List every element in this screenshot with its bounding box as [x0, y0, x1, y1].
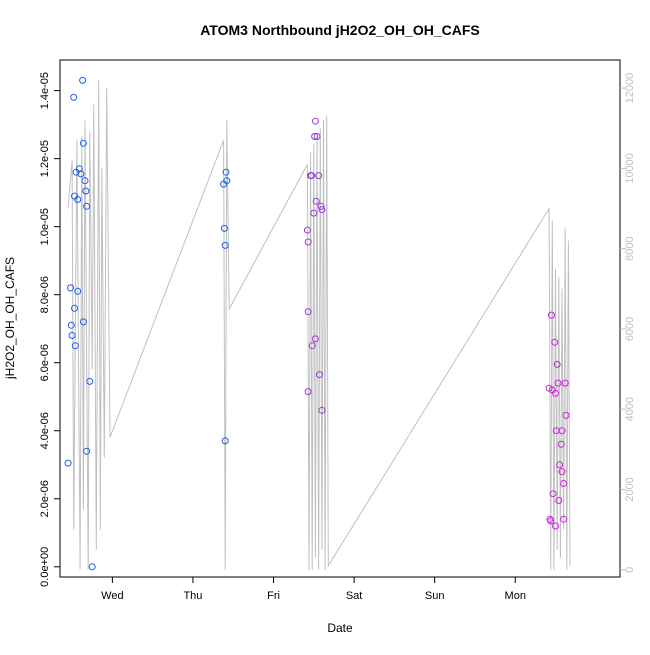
- data-point: [74, 287, 82, 295]
- data-point: [315, 172, 323, 180]
- data-point: [79, 139, 87, 147]
- data-point: [221, 437, 229, 445]
- x-tick-label: Sat: [346, 590, 363, 602]
- data-point: [549, 490, 557, 498]
- data-point: [223, 177, 231, 185]
- data-point: [312, 197, 320, 205]
- y-left-tick-label: 1.4e-05: [39, 72, 51, 109]
- altitude-trace-line: [67, 80, 571, 570]
- y-left-tick-label: 4.0e-06: [39, 412, 51, 449]
- y-left-tick-label: 8.0e-06: [39, 276, 51, 313]
- data-point: [220, 224, 228, 232]
- data-point: [547, 517, 555, 525]
- data-point: [558, 427, 566, 435]
- data-point: [304, 308, 312, 316]
- x-tick-label: Fri: [267, 590, 280, 602]
- data-point: [551, 338, 559, 346]
- data-point: [83, 202, 91, 210]
- data-point: [82, 187, 90, 195]
- data-point: [71, 304, 78, 312]
- data-point: [318, 406, 326, 414]
- data-point: [558, 468, 566, 476]
- data-point: [303, 226, 311, 234]
- data-point: [552, 522, 559, 530]
- data-point: [79, 318, 87, 326]
- data-point: [311, 117, 319, 125]
- x-axis-label: Date: [327, 621, 353, 635]
- data-point: [317, 202, 325, 210]
- data-point: [552, 389, 559, 397]
- y-right-tick-label: 6000: [624, 317, 636, 341]
- data-point: [88, 563, 96, 571]
- x-tick-label: Wed: [101, 590, 123, 602]
- data-point: [318, 206, 326, 214]
- data-point: [71, 342, 79, 350]
- data-point: [68, 332, 76, 339]
- x-tick-label: Mon: [505, 590, 526, 602]
- data-point: [548, 311, 555, 319]
- data-point: [310, 209, 318, 217]
- x-tick-label: Sun: [425, 590, 445, 602]
- data-point: [313, 133, 321, 140]
- y-axis-label: jH2O2_OH_OH_CAFS: [3, 257, 17, 380]
- data-point: [556, 461, 564, 469]
- data-point: [67, 321, 75, 329]
- y-right-tick-label: 12000: [624, 73, 636, 104]
- data-point: [560, 480, 568, 487]
- x-tick-label: Thu: [183, 590, 202, 602]
- y-left-tick-label: 1.0e-05: [39, 208, 51, 245]
- data-point: [77, 170, 85, 178]
- y-right-tick-label: 8000: [624, 236, 636, 260]
- data-point: [555, 497, 563, 504]
- data-point: [311, 133, 319, 140]
- plot-area: 0.0e+00 2.0e-06 4.0e-06 6.0e-06 8.0e-06 1.0e-…: [39, 59, 636, 602]
- y-right-tick-label: 4000: [624, 397, 636, 421]
- data-point: [557, 440, 565, 448]
- data-point: [64, 459, 72, 467]
- chart-title: ATOM3 Northbound jH2O2_OH_OH_CAFS: [200, 22, 480, 38]
- data-point: [562, 411, 570, 419]
- data-point: [308, 342, 316, 350]
- plot-frame: [59, 59, 621, 578]
- data-point: [67, 284, 74, 292]
- data-point: [81, 177, 89, 185]
- data-point: [307, 172, 315, 180]
- y-right-tick-label: 10000: [624, 153, 636, 184]
- data-point: [86, 377, 94, 385]
- data-point: [553, 360, 561, 368]
- data-point: [74, 196, 82, 203]
- data-point: [222, 168, 230, 176]
- y-left-tick-label: 2.0e-06: [39, 480, 51, 517]
- y-left-tick-label: 6.0e-06: [39, 344, 51, 381]
- data-point: [83, 447, 91, 455]
- y-left-tick-label: 1.2e-05: [39, 140, 51, 177]
- data-point: [304, 238, 312, 246]
- data-point: [316, 371, 323, 379]
- data-point: [79, 76, 87, 84]
- y-right-tick-label: 2000: [624, 477, 636, 501]
- y-left-tick-label: 0.0e+00: [39, 547, 51, 587]
- y-right-tick-label: 0: [624, 567, 636, 573]
- data-point: [560, 515, 568, 523]
- data-point: [554, 379, 562, 387]
- data-point: [311, 335, 319, 343]
- data-point: [304, 388, 312, 396]
- data-point: [221, 241, 229, 249]
- data-point: [70, 93, 78, 101]
- data-point: [561, 379, 569, 387]
